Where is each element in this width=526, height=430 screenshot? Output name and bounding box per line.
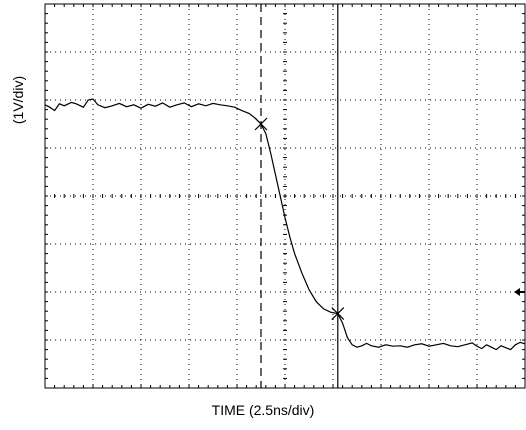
x-axis-label: TIME (2.5ns/div) — [211, 402, 315, 418]
cursor-marker-x-icon — [331, 307, 345, 321]
cursor-marker-x-icon — [254, 117, 268, 131]
y-axis-label: (1V/div) — [10, 75, 26, 125]
plot-frame — [44, 3, 526, 389]
grid — [44, 3, 526, 389]
cursor-lines — [260, 4, 339, 388]
ground-reference-arrow-icon — [514, 288, 525, 296]
cursor-markers — [254, 117, 345, 321]
waveform-trace — [44, 98, 526, 351]
